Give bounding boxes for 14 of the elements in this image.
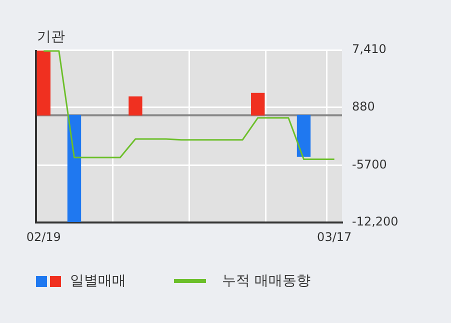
y-tick-label: -5700 [352,158,387,172]
chart-title: 기관 [37,28,65,46]
y-tick-label: -12,200 [352,214,398,229]
bar [128,96,142,116]
x-tick-label: 03/17 [317,230,352,244]
bar [67,114,82,222]
bar [251,92,265,116]
legend-label: 누적 매매동향 [222,272,310,290]
y-tick-label: 7,410 [352,42,386,56]
y-tick-label: 880 [352,100,375,114]
x-tick-label: 02/19 [26,230,61,244]
legend-label: 일별매매 [70,272,126,290]
bar [296,114,311,157]
bar [36,50,50,116]
